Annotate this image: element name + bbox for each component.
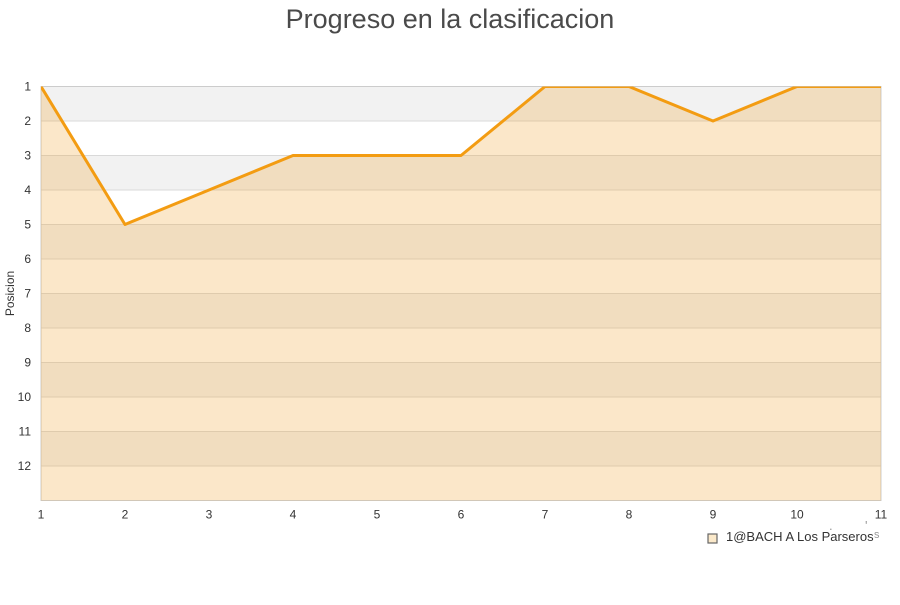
svg-text:s: s: [874, 529, 880, 541]
svg-text:9: 9: [24, 356, 31, 370]
svg-text:3: 3: [206, 508, 213, 522]
svg-text:1@BACH A Los Parseros: 1@BACH A Los Parseros: [726, 529, 874, 544]
svg-text:8: 8: [626, 508, 633, 522]
svg-text:7: 7: [542, 508, 549, 522]
svg-text:Posicion: Posicion: [3, 271, 17, 316]
svg-text:9: 9: [710, 508, 717, 522]
svg-text:6: 6: [24, 252, 31, 266]
svg-text:5: 5: [24, 218, 31, 232]
svg-text:11: 11: [19, 425, 32, 439]
svg-text:.: .: [829, 518, 833, 533]
svg-text:8: 8: [24, 321, 31, 335]
svg-text:4: 4: [290, 508, 297, 522]
svg-text:6: 6: [458, 508, 465, 522]
svg-text:': ': [865, 518, 867, 533]
svg-text:2: 2: [24, 114, 31, 128]
svg-text:12: 12: [18, 459, 32, 473]
svg-text:11: 11: [875, 508, 888, 522]
svg-text:3: 3: [24, 149, 31, 163]
svg-text:10: 10: [18, 390, 32, 404]
svg-text:1: 1: [38, 508, 45, 522]
svg-text:4: 4: [24, 183, 31, 197]
svg-text:7: 7: [24, 287, 31, 301]
svg-text:5: 5: [374, 508, 381, 522]
svg-text:1: 1: [24, 80, 31, 94]
svg-text:2: 2: [122, 508, 129, 522]
svg-text:10: 10: [790, 508, 804, 522]
